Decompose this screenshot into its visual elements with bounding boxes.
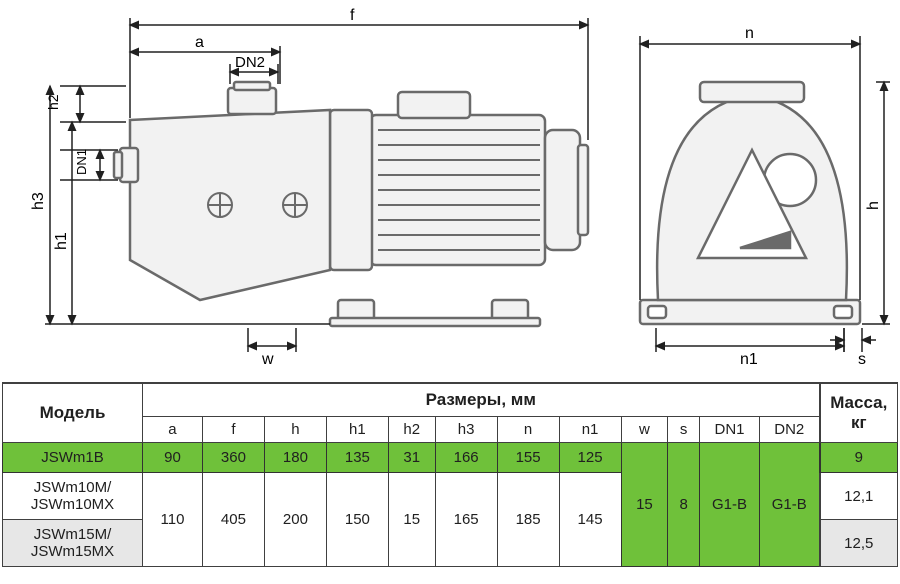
sub-h: h (264, 417, 326, 443)
cell-w: 15 (621, 443, 668, 567)
dim-label-h1: h1 (53, 232, 70, 250)
sub-n1: n1 (559, 417, 621, 443)
cell: 166 (435, 443, 497, 473)
sub-dn2: DN2 (760, 417, 820, 443)
cell: 185 (497, 473, 559, 567)
dim-label-a: a (195, 34, 204, 51)
sub-dn1: DN1 (700, 417, 760, 443)
sub-h2: h2 (388, 417, 435, 443)
cell-mass: 12,5 (820, 520, 898, 567)
sub-n: n (497, 417, 559, 443)
cell: 145 (559, 473, 621, 567)
cell: 155 (497, 443, 559, 473)
spec-table: Модель Размеры, мм Масса, кг a f h h1 h2… (2, 382, 898, 567)
cell: 125 (559, 443, 621, 473)
dim-label-n: n (745, 25, 754, 42)
col-mass: Масса, кг (820, 383, 898, 443)
cell: 180 (264, 443, 326, 473)
sub-h1: h1 (326, 417, 388, 443)
cell-model: JSWm10M/ JSWm10MX (3, 473, 143, 520)
sub-a: a (143, 417, 203, 443)
dim-label-h3: h3 (30, 192, 47, 210)
cell: 150 (326, 473, 388, 567)
cell-dn2: G1-B (760, 443, 820, 567)
sub-h3: h3 (435, 417, 497, 443)
cell-model: JSWm15M/ JSWm15MX (3, 520, 143, 567)
dim-label-h: h (865, 201, 882, 210)
cell-mass: 12,1 (820, 473, 898, 520)
dim-label-dn1: DN1 (74, 149, 89, 175)
table-row: JSWm1B 90 360 180 135 31 166 155 125 15 … (3, 443, 898, 473)
cell-mass: 9 (820, 443, 898, 473)
dim-label-h2: h2 (45, 94, 61, 110)
cell: 31 (388, 443, 435, 473)
dim-label-w: w (261, 351, 274, 368)
dim-label-n1: n1 (740, 351, 758, 368)
table-header-row: Модель Размеры, мм Масса, кг (3, 383, 898, 417)
cell-dn1: G1-B (700, 443, 760, 567)
cell-s: 8 (668, 443, 700, 567)
dimension-diagram: f a DN2 h2 DN1 h3 h1 w (0, 0, 900, 380)
cell: 90 (143, 443, 203, 473)
cell-model: JSWm1B (3, 443, 143, 473)
sub-s: s (668, 417, 700, 443)
col-dimensions: Размеры, мм (143, 383, 820, 417)
cell: 135 (326, 443, 388, 473)
col-model: Модель (3, 383, 143, 443)
dim-label-s: s (858, 351, 866, 368)
cell: 200 (264, 473, 326, 567)
cell: 360 (202, 443, 264, 473)
cell: 405 (202, 473, 264, 567)
sub-f: f (202, 417, 264, 443)
sub-w: w (621, 417, 668, 443)
dim-label-f: f (350, 7, 355, 24)
dim-label-dn2: DN2 (235, 54, 265, 71)
cell: 15 (388, 473, 435, 567)
cell: 110 (143, 473, 203, 567)
cell: 165 (435, 473, 497, 567)
